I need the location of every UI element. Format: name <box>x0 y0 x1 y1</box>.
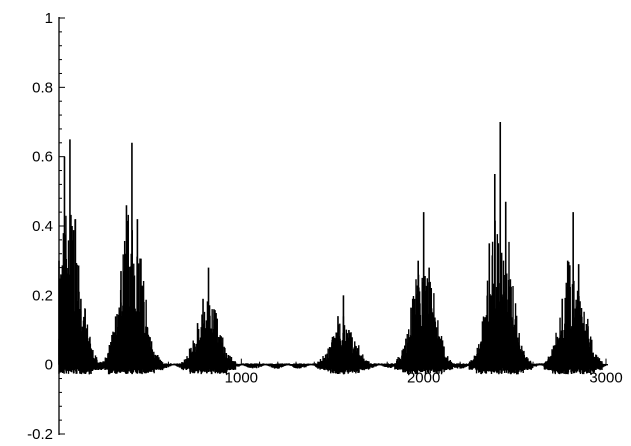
y-tick-label: 0 <box>45 357 53 374</box>
y-tick-label: 1 <box>45 10 53 27</box>
x-tick-label: 3000 <box>589 370 622 387</box>
y-tick-label: 0.8 <box>32 79 53 96</box>
x-tick-label: 1000 <box>225 370 258 387</box>
signal-series <box>58 122 607 375</box>
y-tick-label: 0.2 <box>32 287 53 304</box>
axes: 1 0.8 0.6 0.4 0.2 0 -0.2 1000 2000 3000 <box>27 10 623 443</box>
x-tick-label: 2000 <box>407 370 440 387</box>
y-tick-label: 0.4 <box>32 218 53 235</box>
y-tick-label: -0.2 <box>27 426 53 443</box>
y-tick-label: 0.6 <box>32 149 53 166</box>
